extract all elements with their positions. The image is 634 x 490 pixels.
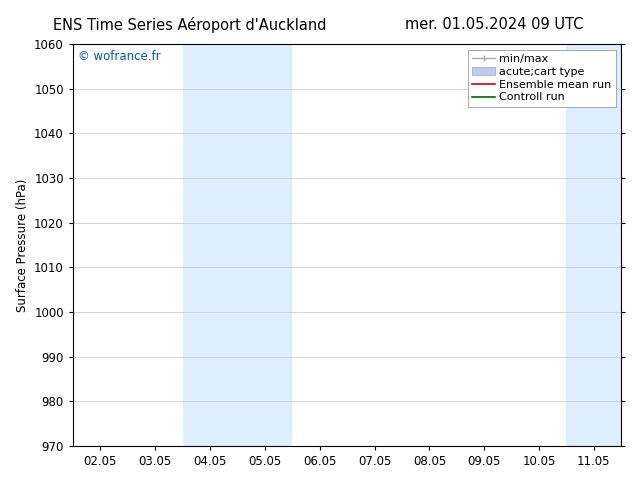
Y-axis label: Surface Pressure (hPa): Surface Pressure (hPa) [16,178,29,312]
Text: ENS Time Series Aéroport d'Auckland: ENS Time Series Aéroport d'Auckland [53,17,327,33]
Text: © wofrance.fr: © wofrance.fr [79,50,161,63]
Text: mer. 01.05.2024 09 UTC: mer. 01.05.2024 09 UTC [405,17,584,32]
Bar [567,44,621,446]
Bar [183,44,292,446]
Legend: min/max, acute;cart type, Ensemble mean run, Controll run: min/max, acute;cart type, Ensemble mean … [468,49,616,107]
